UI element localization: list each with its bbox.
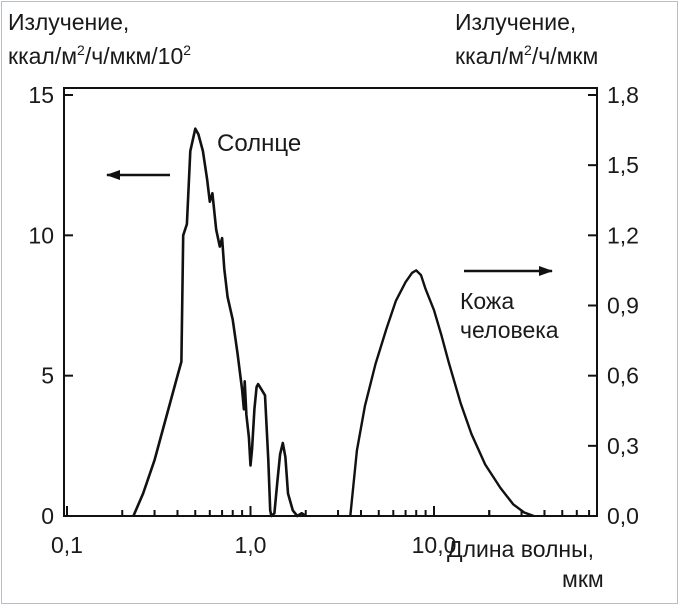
right-axis-tick-label: 0,6 xyxy=(607,363,639,389)
skin-series-label-line2: человека xyxy=(460,317,559,343)
left-axis-tick-label: 0 xyxy=(41,503,54,529)
right-axis-tick-label: 1,5 xyxy=(607,152,639,178)
left-axis-tick-label: 15 xyxy=(28,82,54,108)
plot-area-border xyxy=(63,87,598,517)
left-axis-tick-label: 5 xyxy=(41,363,54,389)
sun-series-line xyxy=(132,127,307,518)
left-axis-tick-label: 10 xyxy=(28,222,54,248)
right-axis-tick-label: 1,2 xyxy=(607,222,639,248)
x-axis-tick-label: 10,0 xyxy=(412,532,457,558)
x-axis-label-line1: Длина волны, xyxy=(447,536,594,562)
left-axis-label-line2: ккал/м2/ч/мкм/102 xyxy=(8,42,191,69)
right-axis-ticks: 0,0 0,3 0,6 0,9 1,2 1,5 1,8 xyxy=(588,82,639,529)
left-axis-ticks: 0 5 10 15 xyxy=(28,82,73,529)
right-axis-label-line1: Излучение, xyxy=(455,9,576,35)
right-axis-tick-label: 1,8 xyxy=(607,82,639,108)
x-axis-ticks: 0,1 1,0 10,0 xyxy=(51,506,591,558)
x-axis-tick-label: 1,0 xyxy=(235,532,267,558)
left-axis-label-line1: Излучение, xyxy=(8,9,129,35)
right-axis-tick-label: 0,9 xyxy=(607,293,639,319)
right-axis-label-line2: ккал/м2/ч/мкм xyxy=(455,42,598,69)
skin-series-label-line1: Кожа xyxy=(460,288,514,314)
x-axis-label-line2: мкм xyxy=(562,566,604,592)
skin-series-line xyxy=(349,269,535,518)
x-axis-tick-label: 0,1 xyxy=(51,532,83,558)
right-axis-tick-label: 0,3 xyxy=(607,433,639,459)
sun-series-label: Солнце xyxy=(217,130,301,157)
right-axis-tick-label: 0,0 xyxy=(607,503,639,529)
